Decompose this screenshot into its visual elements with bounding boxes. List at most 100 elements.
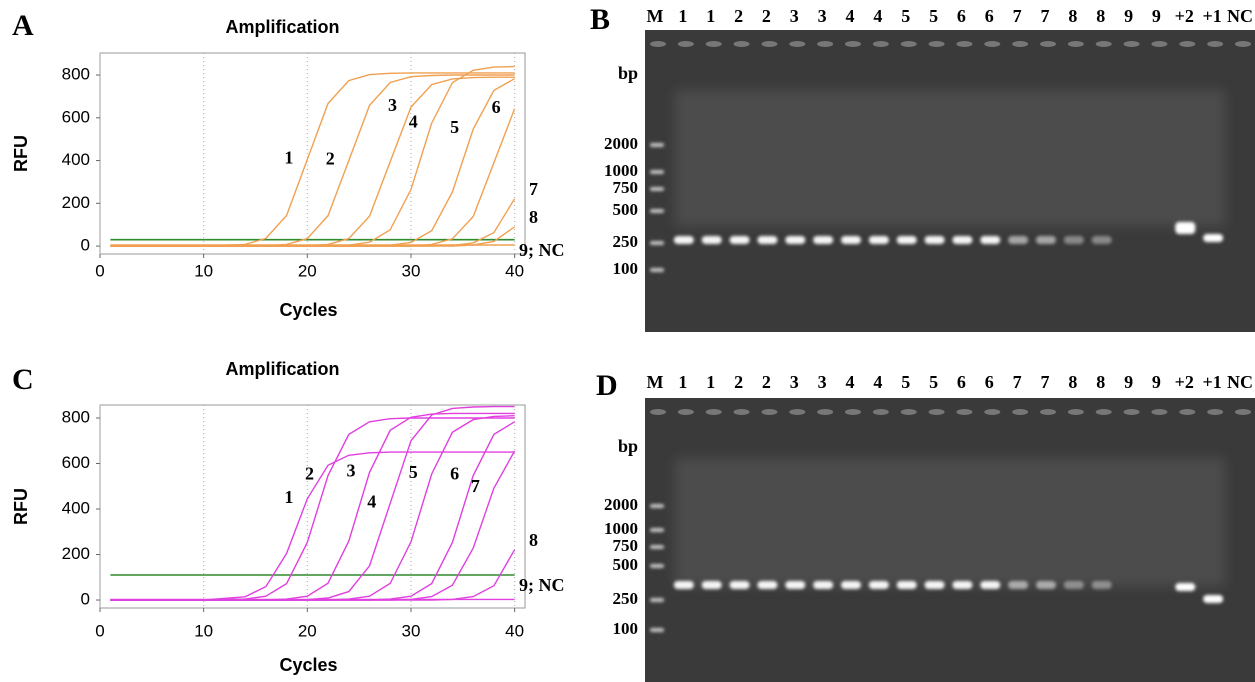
lane-label: 9	[1152, 6, 1161, 26]
gel-band	[1175, 222, 1196, 234]
marker-band	[650, 170, 664, 174]
gel-band	[1036, 236, 1056, 244]
marker-band	[650, 504, 664, 508]
lane-label: 7	[1013, 6, 1022, 26]
lane-label: 3	[790, 372, 799, 392]
lane-label: 4	[846, 372, 855, 392]
chart-title: Amplification	[225, 359, 339, 379]
panel-letter: D	[596, 369, 618, 402]
gel-well	[1123, 409, 1140, 415]
curve-label: 8	[529, 207, 538, 227]
marker-band	[650, 564, 664, 568]
y-axis-label: RFU	[11, 488, 31, 525]
gel-well	[1040, 41, 1056, 47]
y-tick-label: 600	[62, 453, 90, 472]
gel-well	[928, 409, 945, 415]
y-tick-label: 200	[62, 544, 90, 563]
gel-band	[813, 581, 834, 589]
gel-well	[956, 41, 973, 47]
lane-label: 7	[1041, 372, 1050, 392]
gel-band	[785, 581, 806, 589]
x-tick-label: 40	[505, 621, 524, 640]
gel-well	[705, 409, 722, 415]
lane-label: 2	[762, 6, 771, 26]
gel-band	[868, 236, 889, 244]
curve-label: 3	[388, 95, 397, 115]
marker-label: 2000	[604, 134, 638, 153]
marker-label: 500	[613, 200, 639, 219]
gel-well	[733, 409, 750, 415]
gel-well	[761, 41, 778, 47]
marker-band	[650, 268, 664, 272]
curve-label: 1	[284, 148, 293, 168]
lane-label: 9	[1124, 372, 1133, 392]
marker-label: 2000	[604, 495, 638, 514]
gel-well	[817, 409, 834, 415]
gel-band	[757, 581, 778, 589]
lane-label: +2	[1175, 372, 1194, 392]
lane-label: 5	[901, 6, 910, 26]
gel-well	[1207, 409, 1224, 415]
gel-band	[1036, 581, 1056, 589]
unit-label: bp	[618, 436, 638, 456]
y-tick-label: 600	[62, 107, 90, 126]
gel-well	[1067, 41, 1084, 47]
marker-band	[650, 528, 664, 532]
gel-well	[650, 409, 666, 415]
lane-label: M	[647, 372, 664, 392]
gel-well	[789, 409, 806, 415]
lane-label: 5	[929, 6, 938, 26]
gel-band	[924, 581, 945, 589]
marker-label: 750	[613, 178, 639, 197]
gel-well	[928, 41, 945, 47]
gel-band	[729, 236, 750, 244]
curve-label: 6	[450, 464, 459, 484]
curve-label: 7	[471, 476, 480, 496]
marker-band	[650, 187, 664, 191]
x-tick-label: 40	[505, 261, 524, 280]
gel-band	[952, 581, 973, 589]
gel-well	[900, 41, 917, 47]
gel-well	[1095, 41, 1112, 47]
marker-label: 750	[613, 536, 639, 555]
curve-label: 2	[326, 149, 335, 169]
gel-well	[817, 41, 834, 47]
chart-title: Amplification	[225, 17, 339, 37]
curve-label: 9; NC	[519, 240, 565, 260]
gel-band	[673, 236, 694, 244]
gel-well	[1012, 409, 1029, 415]
gel-band	[1063, 581, 1084, 589]
lane-label: 3	[790, 6, 799, 26]
gel-band	[701, 236, 722, 244]
marker-band	[650, 143, 664, 147]
gel-well	[984, 41, 1001, 47]
lane-label: 3	[818, 6, 827, 26]
gel-well	[984, 409, 1001, 415]
marker-label: 500	[613, 555, 639, 574]
gel-band	[896, 581, 917, 589]
gel-band	[701, 581, 722, 589]
curve-label: 5	[409, 462, 418, 482]
gel-well	[872, 41, 889, 47]
lane-label: NC	[1227, 6, 1253, 26]
gel-well	[705, 41, 722, 47]
x-axis-label: Cycles	[279, 300, 337, 320]
curve-label: 2	[305, 464, 314, 484]
gel-well	[1067, 409, 1084, 415]
amplification-curve	[110, 451, 515, 601]
y-axis-label: RFU	[11, 135, 31, 172]
panel-letter: C	[12, 363, 34, 396]
x-tick-label: 0	[95, 261, 104, 280]
gel-band	[1175, 583, 1196, 591]
gel-well	[845, 409, 861, 415]
x-tick-label: 0	[95, 621, 104, 640]
gel-band	[785, 236, 806, 244]
curve-label: 3	[347, 460, 356, 480]
lane-label: 7	[1013, 372, 1022, 392]
marker-band	[650, 209, 664, 213]
curve-label: 4	[409, 111, 418, 131]
gel-well	[1040, 409, 1056, 415]
gel-band	[1063, 236, 1084, 244]
